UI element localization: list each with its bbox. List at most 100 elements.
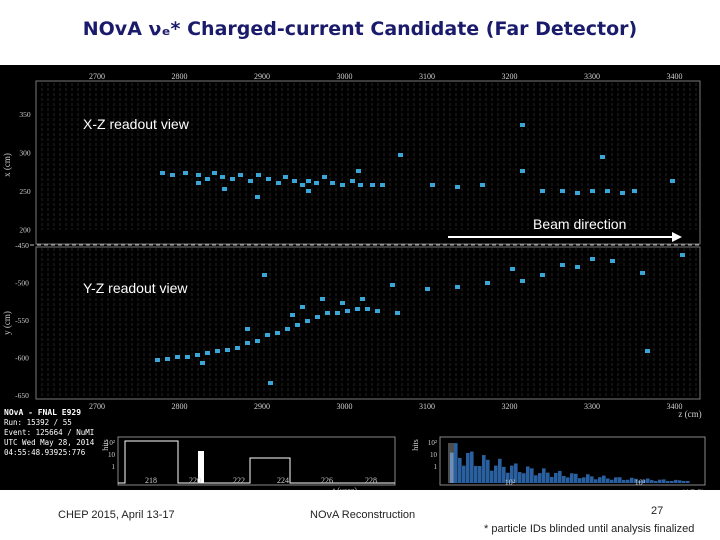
time-tick-label: 226 — [321, 476, 333, 485]
adc-histogram-bar — [606, 478, 610, 483]
time-tick-label: 218 — [145, 476, 157, 485]
beam-arrow-head — [672, 232, 682, 242]
z-tick-top-label: 3200 — [502, 72, 518, 81]
yz-hit — [185, 355, 190, 359]
yz-hit — [520, 279, 525, 283]
yz-hit — [375, 309, 380, 313]
time-y-tick: 10² — [106, 439, 115, 447]
adc-histogram-bar — [542, 468, 546, 483]
adc-histogram-bar — [550, 476, 554, 483]
timing-histogram-peak — [198, 451, 204, 483]
adc-histogram-bar — [558, 470, 562, 483]
yz-hit — [455, 285, 460, 289]
x-axis-title: x (cm) — [2, 153, 12, 177]
detector-cells — [35, 83, 697, 397]
xz-hit — [306, 179, 311, 183]
adc-histogram-bar — [626, 479, 630, 483]
xz-hit — [350, 179, 355, 183]
adc-tick-label: 10² — [505, 478, 516, 487]
adc-histogram-first-bin — [448, 443, 454, 483]
xz-hit — [205, 177, 210, 181]
xz-hit — [575, 191, 580, 195]
xz-hit — [183, 171, 188, 175]
time-tick-label: 224 — [277, 476, 289, 485]
adc-axis-title: q (ADC) — [676, 488, 705, 490]
xz-hit — [605, 189, 610, 193]
xz-hit — [398, 153, 403, 157]
utc-date: UTC Wed May 28, 2014 — [4, 438, 95, 447]
adc-histogram-bar — [474, 465, 478, 483]
yz-hit — [335, 311, 340, 315]
xz-hit — [222, 187, 227, 191]
adc-histogram-bar — [602, 475, 606, 483]
adc-histogram-bar — [454, 443, 458, 483]
adc-y-tick: 1 — [434, 463, 438, 471]
yz-hit — [575, 265, 580, 269]
adc-histogram-bar — [646, 478, 650, 483]
time-y-tick: 10 — [108, 451, 116, 459]
time-tick-label: 228 — [365, 476, 377, 485]
xz-hit — [340, 183, 345, 187]
z-tick-bottom-label: 2700 — [89, 402, 105, 411]
yz-hit — [360, 297, 365, 301]
xz-view-label: X-Z readout view — [83, 116, 189, 132]
y-tick-label: -550 — [15, 316, 29, 325]
yz-hit — [255, 339, 260, 343]
adc-histogram-bar — [450, 452, 454, 483]
yz-hit — [155, 358, 160, 362]
adc-histogram-bar — [462, 465, 466, 483]
timing-histogram-frame — [117, 436, 396, 486]
footer-conference: CHEP 2015, April 13-17 — [58, 509, 175, 521]
z-tick-bottom-label: 3100 — [419, 402, 435, 411]
adc-histogram-bar — [658, 479, 662, 483]
yz-hit — [300, 305, 305, 309]
yz-hit — [215, 349, 220, 353]
yz-hit — [325, 311, 330, 315]
xz-hit — [455, 185, 460, 189]
adc-histogram-bar — [486, 459, 490, 483]
xz-hit — [256, 173, 261, 177]
yz-hit — [645, 349, 650, 353]
adc-histogram-bar — [594, 479, 598, 483]
y-tick-label: -600 — [15, 354, 29, 363]
yz-hit — [320, 297, 325, 301]
adc-histogram-bar — [670, 481, 674, 483]
adc-histogram-bar — [638, 480, 642, 483]
xz-hit — [430, 183, 435, 187]
adc-histogram-bar — [534, 475, 538, 483]
yz-hit — [265, 333, 270, 337]
adc-histogram-bar — [634, 478, 638, 483]
y-axis-title: y (cm) — [2, 311, 12, 335]
xz-hit — [292, 179, 297, 183]
xz-hit — [300, 183, 305, 187]
y-tick-label: -450 — [15, 241, 29, 250]
xz-hit — [170, 173, 175, 177]
yz-hit — [560, 263, 565, 267]
y-tick-label: -650 — [15, 391, 29, 400]
timing-histogram-line — [118, 440, 395, 484]
adc-histogram-bar — [598, 477, 602, 483]
adc-histogram-bar — [610, 479, 614, 483]
adc-histogram-bar — [502, 466, 506, 483]
yz-hit — [285, 327, 290, 331]
adc-histogram-bar — [494, 465, 498, 483]
adc-histogram-bar — [546, 472, 550, 483]
yz-hit — [268, 381, 273, 385]
adc-histogram-bar — [686, 481, 690, 483]
adc-histogram-bar — [586, 474, 590, 483]
adc-histogram-bar — [514, 463, 518, 483]
adc-histogram-bar — [522, 473, 526, 483]
adc-histogram-bar — [662, 479, 666, 483]
x-tick-label: 200 — [19, 226, 31, 235]
yz-hit — [425, 287, 430, 291]
yz-hit — [275, 331, 280, 335]
yz-hit — [510, 267, 515, 271]
xz-hit — [230, 177, 235, 181]
adc-histogram-bar — [458, 457, 462, 483]
adc-histogram-bar — [582, 477, 586, 483]
x-tick-label: 300 — [19, 149, 31, 158]
footer-title: NOvA Reconstruction — [310, 509, 416, 521]
adc-y-tick: 10² — [428, 439, 437, 447]
event-number: Event: 125664 / NuMI — [4, 428, 95, 437]
run-info-header: NOvA - FNAL E929 — [4, 408, 82, 417]
